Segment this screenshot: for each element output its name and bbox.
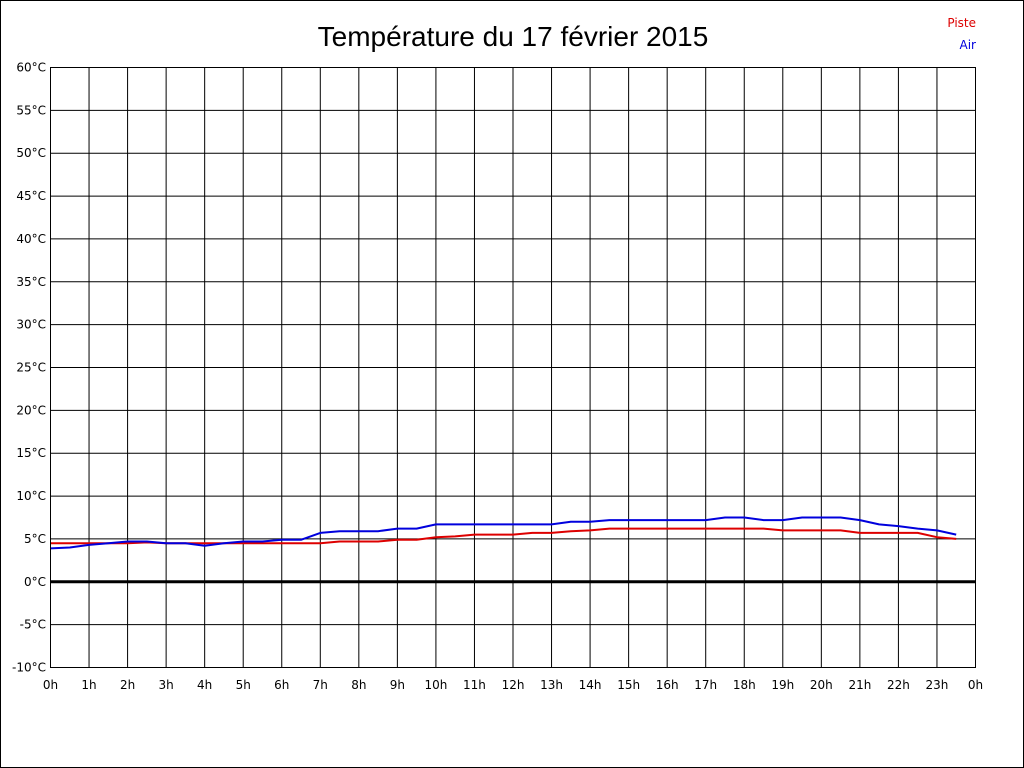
x-tick-label: 6h — [274, 678, 289, 692]
y-tick-label: -10°C — [12, 661, 46, 675]
y-tick-label: -5°C — [20, 618, 46, 632]
x-tick-label: 18h — [733, 678, 756, 692]
x-tick-label: 14h — [579, 678, 602, 692]
x-tick-label: 4h — [197, 678, 212, 692]
series-lines — [50, 516, 957, 550]
y-tick-label: 20°C — [16, 403, 46, 417]
x-tick-label: 10h — [424, 678, 447, 692]
y-tick-label: 30°C — [16, 318, 46, 332]
x-tick-label: 22h — [887, 678, 910, 692]
x-tick-label: 12h — [502, 678, 525, 692]
x-tick-label: 19h — [771, 678, 794, 692]
y-tick-label: 45°C — [16, 189, 46, 203]
y-tick-label: 10°C — [16, 489, 46, 503]
x-tick-label: 13h — [540, 678, 563, 692]
x-tick-label: 5h — [236, 678, 251, 692]
x-tick-label: 20h — [810, 678, 833, 692]
series-line-air — [50, 516, 957, 550]
x-tick-label: 21h — [848, 678, 871, 692]
x-tick-label: 7h — [313, 678, 328, 692]
x-tick-label: 3h — [159, 678, 174, 692]
y-tick-label: 15°C — [16, 446, 46, 460]
x-tick-label: 9h — [390, 678, 405, 692]
x-tick-label: 15h — [617, 678, 640, 692]
y-tick-label: 50°C — [16, 146, 46, 160]
y-tick-label: 0°C — [24, 575, 46, 589]
x-tick-label: 8h — [351, 678, 366, 692]
x-tick-label: 1h — [81, 678, 96, 692]
plot-area-border — [50, 67, 976, 668]
x-tick-label: 11h — [463, 678, 486, 692]
x-tick-label: 23h — [926, 678, 949, 692]
x-tick-label: 0h — [968, 678, 983, 692]
y-tick-label: 25°C — [16, 361, 46, 375]
grid — [50, 67, 976, 668]
y-tick-label: 40°C — [16, 232, 46, 246]
legend: Piste Air — [947, 16, 976, 52]
y-tick-label: 35°C — [16, 275, 46, 289]
y-tick-label: 60°C — [16, 61, 46, 75]
x-tick-label: 16h — [656, 678, 679, 692]
x-tick-label: 17h — [694, 678, 717, 692]
chart-title: Température du 17 février 2015 — [318, 21, 709, 52]
legend-entry-piste: Piste — [947, 16, 976, 30]
legend-entry-air: Air — [960, 38, 977, 52]
x-tick-label: 0h — [43, 678, 58, 692]
series-line-piste — [50, 527, 957, 545]
x-axis-ticks: 0h 1h 2h 3h 4h 5h 6h 7h 8h 9h 10h 11h 12h 13h 14h 15h 16… — [43, 678, 983, 692]
y-axis-ticks: 60°C 55°C 50°C 45°C 40°C 35°C 30°C 25°C 20°C 15°C… — [12, 61, 46, 675]
y-tick-label: 55°C — [16, 103, 46, 117]
x-tick-label: 2h — [120, 678, 135, 692]
y-tick-label: 5°C — [24, 532, 46, 546]
